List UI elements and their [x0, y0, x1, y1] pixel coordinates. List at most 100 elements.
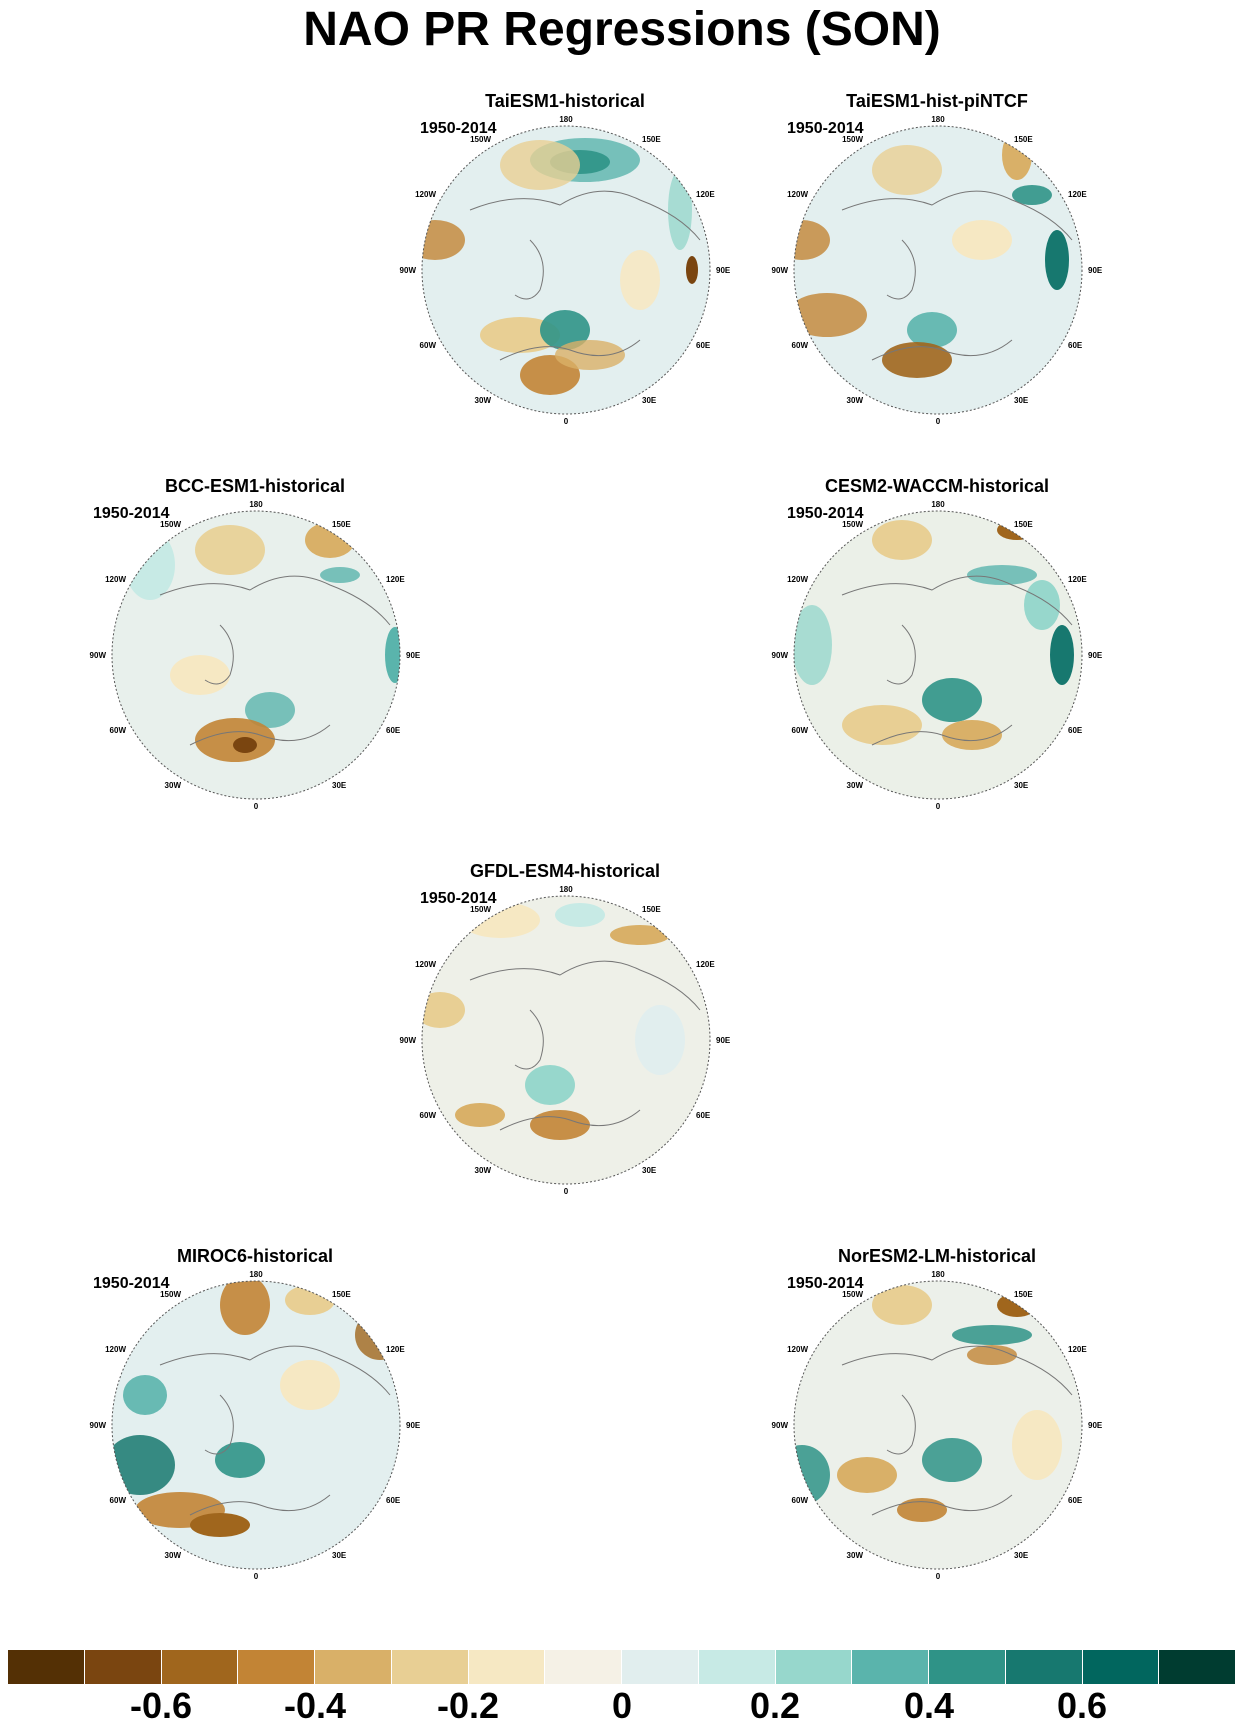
polar-map: 180 150E 120E 90E 60E 30E 0 30W 60W 90W …	[90, 1270, 421, 1581]
panel-period: 1950-2014	[420, 890, 497, 907]
panel-period: 1950-2014	[787, 505, 864, 522]
map-panel-bcc-esm1-historical: BCC-ESM1-historical 1950-2014 180 150E 1…	[70, 475, 440, 845]
lon-label: 0	[254, 1572, 259, 1581]
lon-label: 120E	[386, 575, 405, 584]
lon-label: 60E	[696, 341, 711, 350]
polar-map: 180 150E 120E 90E 60E 30E 0 30W 60W 90W …	[772, 500, 1103, 811]
lon-label: 0	[936, 802, 941, 811]
panel-period: 1950-2014	[93, 505, 170, 522]
panel-title: TaiESM1-historical	[485, 91, 645, 111]
lon-label: 30W	[847, 781, 864, 790]
colorbar-box	[468, 1650, 546, 1684]
lon-label: 60W	[110, 1496, 127, 1505]
lon-label: 0	[564, 417, 569, 426]
lon-label: 120E	[1068, 1345, 1087, 1354]
colorbar-label: 0.2	[749, 1685, 801, 1726]
map-panel-taiesm1-hist-pintcf: TaiESM1-hist-piNTCF 1950-2014 180 150E 1…	[752, 90, 1122, 460]
panel-period: 1950-2014	[93, 1275, 170, 1292]
colorbar-label: 0.4	[903, 1685, 955, 1726]
lon-label: 30W	[475, 396, 492, 405]
lon-label: 90W	[772, 651, 789, 660]
lon-label: 150E	[1014, 135, 1033, 144]
lon-label: 90E	[1088, 1421, 1103, 1430]
panel-title: GFDL-ESM4-historical	[469, 861, 661, 881]
colorbar-box	[84, 1650, 162, 1684]
lon-label: 150E	[1014, 520, 1033, 529]
lon-label: 180	[249, 1270, 263, 1279]
lon-label: 90E	[716, 1036, 731, 1045]
lon-label: 60W	[110, 726, 127, 735]
lon-label: 30E	[332, 781, 347, 790]
lon-label: 120W	[415, 960, 436, 969]
panel-title: CESM2-WACCM-historical	[824, 476, 1049, 496]
lon-label: 150E	[1014, 1290, 1033, 1299]
colorbar-box	[1005, 1650, 1083, 1684]
lon-label: 0	[936, 1572, 941, 1581]
lon-label: 30E	[1014, 396, 1029, 405]
lon-label: 30W	[847, 396, 864, 405]
lon-label: 90W	[90, 1421, 107, 1430]
lon-label: 120E	[696, 960, 715, 969]
colorbar-box	[238, 1650, 315, 1684]
panel-title: MIROC6-historical	[176, 1246, 334, 1266]
lon-label: 120W	[787, 190, 808, 199]
colorbar	[8, 1650, 1236, 1684]
lon-label: 120E	[386, 1345, 405, 1354]
lon-label: 60W	[792, 726, 809, 735]
lon-label: 150W	[470, 905, 491, 914]
panel-period: 1950-2014	[420, 120, 497, 137]
lon-label: 90E	[406, 651, 421, 660]
lon-label: 90E	[1088, 266, 1103, 275]
main-title: NAO PR Regressions (SON)	[303, 3, 941, 56]
panel-title: BCC-ESM1-historical	[164, 476, 346, 496]
colorbar-label: 0.6	[1056, 1685, 1108, 1726]
colorbar-box	[161, 1650, 239, 1684]
map-panel-miroc6-historical: MIROC6-historical 1950-2014 180 150E 120…	[70, 1245, 440, 1615]
lon-label: 90W	[400, 266, 417, 275]
map-panel-cesm2-waccm-historical: CESM2-WACCM-historical 1950-2014 180 150…	[752, 475, 1122, 845]
colorbar-box	[391, 1650, 469, 1684]
lon-label: 30W	[165, 1551, 182, 1560]
lon-label: 30E	[1014, 781, 1029, 790]
panel-title: NorESM2-LM-historical	[837, 1246, 1037, 1266]
lon-label: 30W	[165, 781, 182, 790]
colorbar-label: -0.2	[436, 1685, 500, 1726]
lon-label: 90E	[406, 1421, 421, 1430]
lon-label: 90W	[400, 1036, 417, 1045]
lon-label: 30E	[642, 1166, 657, 1175]
lon-label: 30W	[475, 1166, 492, 1175]
polar-map: 180 150E 120E 90E 60E 30E 0 30W 60W 90W …	[90, 500, 421, 811]
lon-label: 90E	[716, 266, 731, 275]
colorbar-label: -0.6	[129, 1685, 193, 1726]
lon-label: 150E	[642, 135, 661, 144]
lon-label: 0	[564, 1187, 569, 1196]
lon-label: 60W	[792, 341, 809, 350]
lon-label: 180	[931, 500, 945, 509]
lon-label: 120W	[787, 575, 808, 584]
lon-label: 150W	[842, 1290, 863, 1299]
polar-map: 180 150E 120E 90E 60E 30E 0 30W 60W 90W …	[400, 885, 731, 1196]
lon-label: 30E	[332, 1551, 347, 1560]
lon-label: 180	[249, 500, 263, 509]
lon-label: 90E	[1088, 651, 1103, 660]
colorbar-label: 0	[611, 1685, 633, 1726]
panel-period: 1950-2014	[787, 120, 864, 137]
lon-label: 30E	[642, 396, 657, 405]
lon-label: 150W	[470, 135, 491, 144]
colorbar-box	[1082, 1650, 1160, 1684]
lon-label: 180	[931, 115, 945, 124]
lon-label: 120E	[1068, 575, 1087, 584]
lon-label: 30W	[847, 1551, 864, 1560]
lon-label: 90W	[772, 266, 789, 275]
colorbar-box	[315, 1650, 392, 1684]
lon-label: 120E	[1068, 190, 1087, 199]
lon-label: 60W	[420, 1111, 437, 1120]
lon-label: 150W	[842, 135, 863, 144]
lon-label: 120W	[415, 190, 436, 199]
lon-label: 120W	[105, 575, 126, 584]
lon-label: 150W	[160, 520, 181, 529]
polar-map: 180 150E 120E 90E 60E 30E 0 30W 60W 90W …	[772, 115, 1103, 426]
polar-map: 180 150E 120E 90E 60E 30E 0 30W 60W 90W …	[400, 115, 731, 426]
lon-label: 60E	[1068, 726, 1083, 735]
lon-label: 150E	[332, 520, 351, 529]
